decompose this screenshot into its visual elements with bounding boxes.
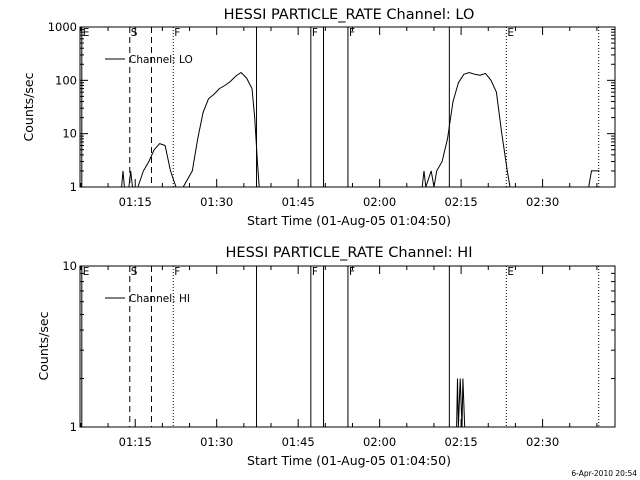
lo-chart-title: HESSI PARTICLE_RATE Channel: LO: [224, 7, 475, 23]
hi-flag-label: E: [83, 266, 90, 278]
hi-x-tick-label: 02:15: [445, 435, 478, 449]
hi-flag-label: F: [349, 266, 355, 278]
hi-legend-label: Channel: HI: [129, 293, 190, 305]
lo-x-tick-label: 02:00: [363, 195, 396, 209]
lo-x-tick-label: 02:15: [445, 195, 478, 209]
lo-y-tick-label: 100: [55, 73, 77, 87]
hi-flag-label: F: [174, 266, 180, 278]
hi-x-tick-label: 01:30: [200, 435, 233, 449]
lo-x-tick-label: 02:30: [526, 195, 559, 209]
hi-x-tick-label: 02:30: [526, 435, 559, 449]
lo-series-line: [121, 71, 600, 188]
lo-x-tick-label: 01:30: [200, 195, 233, 209]
hi-flag-label: F: [312, 266, 318, 278]
lo-y-tick-label: 10: [62, 127, 77, 141]
lo-flag-label: E: [83, 27, 90, 39]
hi-y-ticks: 1 10: [62, 259, 615, 434]
lo-flag-label: F: [312, 27, 318, 39]
hi-x-axis-label: Start Time (01-Aug-05 01:04:50): [247, 453, 451, 468]
hi-channel-panel: HESSI PARTICLE_RATE Channel: HI 01:15 01:…: [36, 245, 616, 468]
lo-x-ticks: 01:15 01:30 01:45 02:00 02:15 02:30: [80, 27, 598, 209]
lo-flag-label: S: [131, 27, 138, 39]
lo-flag-label: F: [349, 27, 355, 39]
timestamp-label: 6-Apr-2010 20:54: [571, 469, 637, 478]
lo-y-tick-label: 1000: [48, 20, 77, 34]
hi-flag-label: S: [131, 266, 138, 278]
hi-x-tick-label: 01:15: [119, 435, 152, 449]
lo-x-axis-label: Start Time (01-Aug-05 01:04:50): [247, 213, 451, 228]
hi-x-tick-label: 01:45: [282, 435, 315, 449]
lo-y-ticks: 1 10 100 1000: [48, 20, 615, 194]
lo-y-axis-label: Counts/sec: [21, 72, 36, 141]
lo-flag-label: F: [174, 27, 180, 39]
lo-x-tick-label: 01:15: [119, 195, 152, 209]
lo-y-tick-label: 1: [70, 180, 77, 194]
hi-x-ticks: 01:15 01:30 01:45 02:00 02:15 02:30: [80, 266, 598, 449]
hi-flag-label: E: [507, 266, 514, 278]
lo-channel-panel: HESSI PARTICLE_RATE Channel: LO 01:15 01:…: [21, 7, 616, 228]
lo-flag-label: E: [507, 27, 514, 39]
hi-series-line: [456, 378, 466, 428]
hi-chart-title: HESSI PARTICLE_RATE Channel: HI: [226, 245, 473, 261]
hi-y-tick-label: 1: [70, 420, 77, 434]
hi-x-tick-label: 02:00: [363, 435, 396, 449]
hi-y-tick-label: 10: [62, 259, 77, 273]
hi-y-axis-label: Counts/sec: [36, 311, 51, 380]
lo-x-tick-label: 01:45: [282, 195, 315, 209]
lo-legend-label: Channel: LO: [129, 54, 193, 66]
